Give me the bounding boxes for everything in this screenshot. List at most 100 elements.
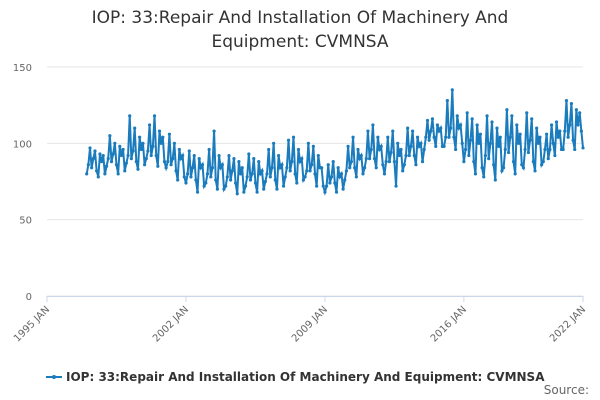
point	[506, 150, 511, 155]
point	[90, 166, 94, 170]
point	[391, 129, 395, 133]
point	[367, 157, 372, 161]
point	[409, 144, 413, 148]
point	[296, 147, 301, 152]
point	[141, 141, 145, 145]
point	[415, 135, 420, 139]
point	[197, 157, 201, 161]
point	[343, 178, 347, 182]
point	[202, 184, 206, 188]
point	[95, 169, 99, 173]
x-tick-label: 1995 JAN	[12, 304, 52, 344]
point	[114, 163, 119, 167]
point	[503, 147, 507, 152]
point	[164, 166, 168, 170]
point	[286, 138, 291, 142]
point	[301, 178, 306, 182]
point	[353, 166, 357, 170]
point	[366, 129, 370, 133]
point	[232, 157, 236, 161]
point	[169, 163, 173, 167]
point	[462, 160, 466, 164]
point	[472, 160, 476, 164]
point	[156, 164, 160, 168]
point	[247, 152, 251, 156]
point	[161, 135, 165, 139]
point	[379, 144, 383, 148]
point	[579, 129, 583, 133]
point	[121, 147, 125, 152]
point	[538, 135, 542, 139]
chart-title: IOP: 33:Repair And Installation Of Machi…	[91, 8, 509, 52]
point	[414, 163, 418, 167]
point	[361, 172, 365, 176]
point	[556, 135, 560, 139]
point	[305, 169, 309, 173]
point	[293, 172, 297, 176]
point	[257, 160, 261, 164]
point	[262, 187, 266, 191]
point	[351, 135, 355, 139]
point	[237, 160, 241, 164]
point	[281, 184, 286, 188]
point	[118, 144, 122, 148]
point	[214, 178, 218, 182]
point	[422, 147, 426, 152]
point	[371, 123, 375, 127]
point	[457, 126, 461, 130]
point	[270, 166, 274, 170]
x-tick-label: 2022 JAN	[548, 304, 588, 344]
point	[473, 172, 478, 176]
point	[525, 111, 529, 115]
point	[182, 175, 186, 179]
point	[530, 117, 534, 121]
point	[227, 153, 231, 158]
point	[260, 169, 264, 173]
point	[280, 163, 284, 167]
point	[108, 134, 112, 138]
point	[574, 108, 578, 112]
point	[152, 114, 157, 118]
point	[333, 181, 337, 185]
point	[449, 126, 453, 130]
point	[138, 135, 142, 139]
point	[334, 190, 339, 194]
point	[419, 141, 423, 145]
point	[463, 147, 468, 152]
point	[99, 160, 104, 164]
point	[533, 169, 537, 173]
point	[515, 123, 519, 127]
point	[382, 172, 387, 176]
point	[430, 117, 435, 121]
point	[189, 175, 193, 179]
source: Source:	[544, 383, 589, 397]
point	[86, 163, 90, 167]
point	[129, 157, 133, 161]
point	[166, 160, 170, 164]
point	[498, 135, 502, 139]
point	[267, 147, 271, 152]
point	[146, 149, 150, 153]
point	[311, 144, 315, 148]
point	[174, 169, 178, 173]
point	[233, 181, 238, 185]
point	[439, 126, 443, 130]
point	[460, 141, 464, 145]
point	[128, 114, 132, 118]
point	[338, 175, 342, 179]
point	[321, 184, 325, 188]
point	[285, 166, 289, 170]
point	[573, 147, 577, 152]
point	[488, 141, 492, 145]
point	[275, 187, 279, 191]
point	[209, 175, 213, 179]
point	[392, 160, 397, 164]
point	[181, 153, 185, 158]
point	[248, 178, 253, 182]
point	[540, 163, 544, 167]
point	[253, 181, 258, 185]
point	[245, 175, 249, 179]
point	[513, 172, 517, 176]
point	[578, 111, 582, 115]
